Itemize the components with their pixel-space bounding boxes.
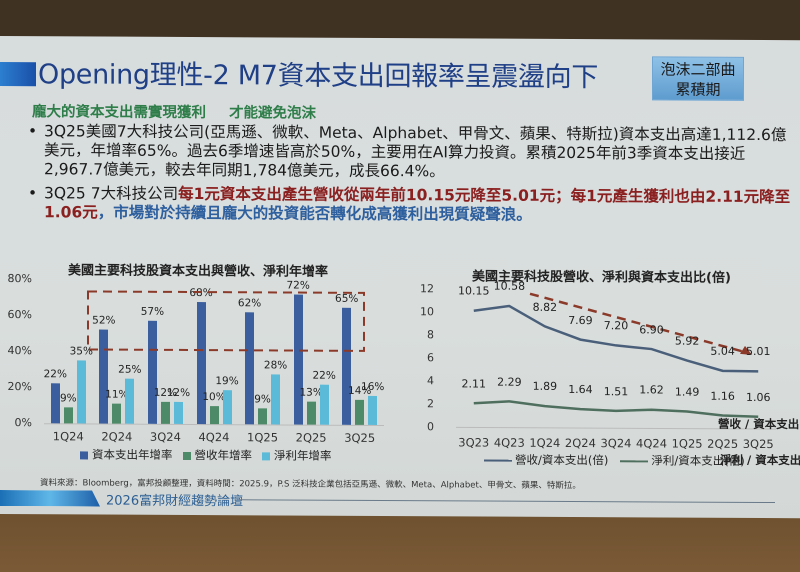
footer-event-name: 2026富邦財經趨勢論壇 xyxy=(106,493,244,510)
slide: Opening理性-2 M7資本支出回報率呈震盪向下 泡沫二部曲 累積期 龐大的… xyxy=(0,36,800,519)
badge-line2: 累積期 xyxy=(675,80,721,99)
subtitle-part2: 才能避免泡沫 xyxy=(229,105,317,122)
bullet-prefix: 3Q25 7大科技公司 xyxy=(44,184,179,203)
point-value-label: 1.89 xyxy=(532,380,558,394)
series-line-1 xyxy=(473,400,759,419)
footer-divider xyxy=(240,499,775,504)
x-axis-baseline xyxy=(456,426,776,430)
capex-growth-bar-chart: 美國主要科技股資本支出與營收、淨利年增率 0% 20% 40% 60% 80% 22% 9… xyxy=(0,251,400,468)
legend-swatch xyxy=(262,451,270,460)
point-value-label: 1.62 xyxy=(639,383,664,397)
ratio-line-chart: 美國主要科技股營收、淨利與資本支出比(倍) 0 2 4 6 8 10 12 10.15 10.… xyxy=(400,253,800,470)
bullet-item: • 3Q25 7大科技公司每1元資本支出產生營收從兩年前10.15元降至5.01… xyxy=(26,184,796,226)
slide-title: Opening理性-2 M7資本支出回報率呈震盪向下 xyxy=(38,59,599,94)
legend-label: 營收年增率 xyxy=(194,448,253,463)
trend-arrow-head-icon xyxy=(740,345,752,355)
highlight-dashed-box xyxy=(87,290,365,352)
line-chart-plot-area xyxy=(456,292,776,430)
x-tick-label: 3Q25 xyxy=(742,436,774,452)
stage-badge: 泡沫二部曲 累積期 xyxy=(652,56,744,101)
x-tick-label: 3Q24 xyxy=(149,429,181,444)
footer-accent-band xyxy=(0,490,100,507)
background-top xyxy=(0,0,800,40)
x-tick-label: 2Q25 xyxy=(295,430,327,445)
point-value-label: 10.15 xyxy=(458,284,490,298)
slide-subtitle: 龐大的資本支出需實現獲利 才能避免泡沫 xyxy=(32,100,334,123)
series-note-revenue: 營收 / 資本支出 xyxy=(718,416,800,432)
legend-label: 淨利年增率 xyxy=(274,448,332,463)
legend-swatch xyxy=(182,451,191,460)
trend-arrow xyxy=(529,292,749,355)
x-tick-label: 1Q25 xyxy=(247,430,279,445)
background-bottom xyxy=(0,512,800,572)
bullet-item: • 3Q25美國7大科技公司(亞馬遜、微軟、Meta、Alphabet、甲骨文、… xyxy=(26,122,796,183)
legend-label: 營收/資本支出(倍) xyxy=(515,452,609,468)
line-chart-legend: 營收/資本支出(倍) 淨利/資本支出(倍) xyxy=(472,451,745,468)
point-value-label: 10.58 xyxy=(493,279,526,294)
bullet-highlight-blue: ，市場對於持續且龐大的投資能否轉化成高獲利出現質疑聲浪。 xyxy=(97,203,532,224)
badge-line1: 泡沫二部曲 xyxy=(660,60,736,79)
legend-swatch xyxy=(80,450,88,459)
x-tick-label: 2Q24 xyxy=(101,429,133,444)
point-value-label: 7.69 xyxy=(568,313,593,327)
bullet-text: 3Q25美國7大科技公司(亞馬遜、微軟、Meta、Alphabet、甲骨文、蘋果… xyxy=(44,122,787,181)
point-value-label: 1.51 xyxy=(603,384,629,398)
bullet-dot: • xyxy=(28,184,38,203)
point-value-label: 5.04 xyxy=(710,344,735,358)
point-value-label: 2.29 xyxy=(497,375,522,389)
x-tick-label: 4Q24 xyxy=(198,430,230,445)
point-value-label: 6.90 xyxy=(639,322,664,337)
bar-chart-legend: 資本支出年增率 營收年增率 淨利年增率 xyxy=(70,446,332,463)
point-value-label: 1.06 xyxy=(745,390,771,404)
legend-label: 淨利/資本支出(倍) xyxy=(651,453,745,468)
point-value-label: 8.82 xyxy=(532,300,558,314)
title-accent-bar xyxy=(0,62,36,87)
point-value-label: 1.16 xyxy=(710,389,735,403)
x-tick-label: 3Q25 xyxy=(344,430,376,445)
legend-line xyxy=(484,459,512,462)
point-value-label: 5.01 xyxy=(745,345,771,359)
point-value-label: 1.64 xyxy=(568,383,593,397)
point-value-label: 2.11 xyxy=(461,377,487,391)
subtitle-part1: 龐大的資本支出需實現獲利 xyxy=(32,104,206,122)
series-line-0 xyxy=(473,304,759,373)
bullet-dot: • xyxy=(28,122,38,141)
point-value-label: 1.49 xyxy=(674,385,700,399)
point-value-label: 7.20 xyxy=(603,319,629,333)
x-tick-label: 1Q24 xyxy=(52,429,84,444)
legend-label: 資本支出年增率 xyxy=(92,447,173,462)
point-value-label: 5.92 xyxy=(674,334,700,348)
bullet-list: • 3Q25美國7大科技公司(亞馬遜、微軟、Meta、Alphabet、甲骨文、… xyxy=(26,122,796,231)
legend-line xyxy=(620,459,649,462)
